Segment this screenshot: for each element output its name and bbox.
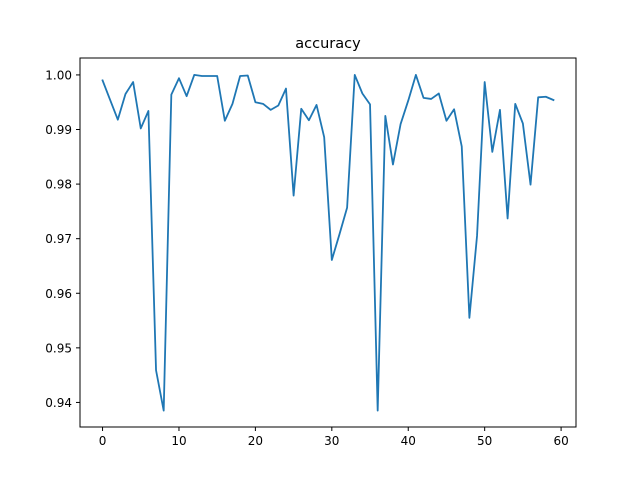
x-tick-label: 30 — [324, 434, 339, 448]
y-tick-label: 0.99 — [45, 123, 72, 137]
y-tick-label: 0.98 — [45, 178, 72, 192]
x-tick-label: 50 — [477, 434, 492, 448]
y-tick-label: 1.00 — [45, 68, 72, 82]
accuracy-series-line — [101, 74, 555, 412]
x-tick-label: 60 — [553, 434, 568, 448]
x-tick-label: 20 — [248, 434, 263, 448]
y-axis: 0.94 0.95 0.96 0.97 0.98 0.99 1.00 — [45, 68, 80, 410]
y-tick-label: 0.94 — [45, 396, 72, 410]
x-tick-label: 0 — [99, 434, 107, 448]
chart-title: accuracy — [295, 36, 361, 52]
y-tick-label: 0.96 — [45, 287, 72, 301]
plot-frame — [79, 57, 577, 428]
x-tick-label: 40 — [401, 434, 416, 448]
x-tick-label: 10 — [171, 434, 186, 448]
y-tick-label: 0.95 — [45, 341, 72, 355]
x-axis: 0 10 20 30 40 50 60 — [99, 427, 569, 448]
y-tick-label: 0.97 — [45, 232, 72, 246]
